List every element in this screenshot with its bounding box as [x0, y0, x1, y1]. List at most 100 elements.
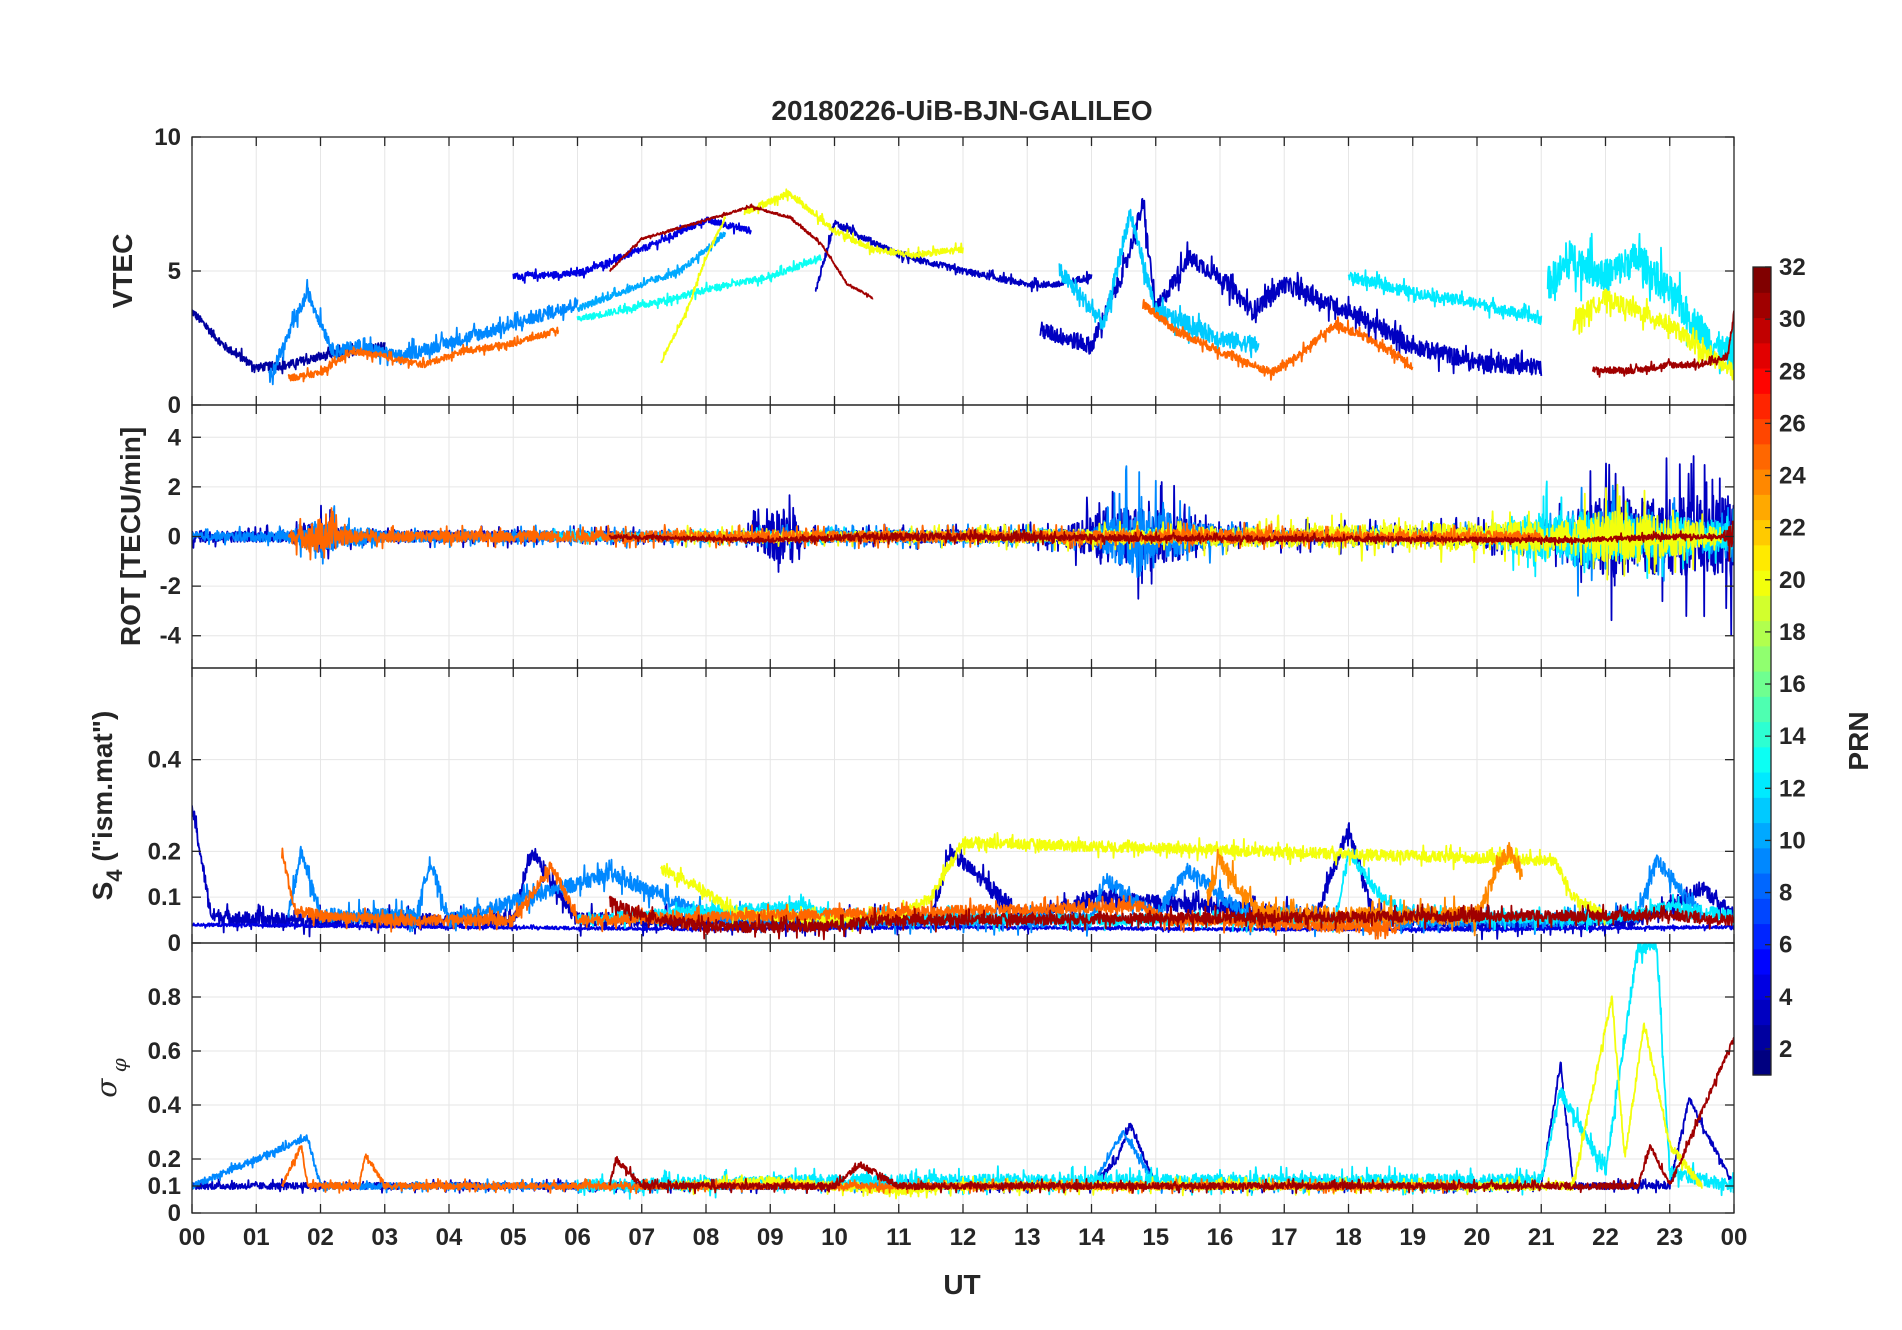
vtec-trace-prn-3 — [814, 219, 1093, 293]
colorbar-swatch — [1753, 418, 1771, 445]
x-tick-label: 06 — [564, 1224, 591, 1251]
x-tick-label: 08 — [693, 1224, 720, 1251]
sigma-phi-y-axis-label: σ φ — [90, 1058, 131, 1098]
rot-trace-prn-31 — [608, 520, 1734, 562]
vtec-y-tick-label: 5 — [168, 258, 181, 285]
x-tick-label: 01 — [243, 1224, 270, 1251]
vtec-trace-prn-31 — [608, 203, 874, 300]
colorbar-swatch — [1753, 368, 1771, 394]
x-tick-label: 19 — [1399, 1224, 1426, 1251]
x-tick-label: 02 — [307, 1224, 334, 1251]
sigma_phi-trace-prn-31 — [608, 1036, 1734, 1195]
vtec-trace-prn-31 — [1591, 310, 1734, 378]
rot-y-tick-label: 2 — [168, 474, 181, 501]
colorbar-swatch — [1753, 267, 1771, 293]
colorbar-tick-label: 10 — [1779, 827, 1806, 854]
colorbar-tick-label: 32 — [1779, 254, 1806, 281]
colorbar-swatch — [1753, 519, 1771, 546]
vtec-trace-prn-10 — [576, 231, 727, 313]
vtec-trace-prn-4 — [512, 216, 752, 284]
colorbar-swatch — [1753, 544, 1771, 571]
vtec-trace-prn-20 — [660, 216, 727, 364]
sigma_phi-y-tick-label: 0.8 — [148, 984, 181, 1011]
panel-vtec: 0 5 10 VTEC — [107, 124, 1735, 419]
vtec-trace-prn-9 — [268, 278, 579, 386]
x-tick-label: 12 — [950, 1224, 977, 1251]
x-tick-label: 04 — [436, 1224, 463, 1251]
x-tick-label: 13 — [1014, 1224, 1041, 1251]
colorbar-swatch — [1753, 645, 1771, 672]
vtec-trace-prn-12 — [1347, 269, 1543, 326]
x-tick-label: 05 — [500, 1224, 527, 1251]
rot-y-tick-label: 4 — [168, 424, 182, 451]
colorbar-swatch — [1753, 999, 1771, 1026]
colorbar-swatch — [1753, 469, 1771, 495]
x-tick-label: 00 — [179, 1224, 206, 1251]
x-tick-label: 14 — [1078, 1224, 1105, 1251]
x-tick-label: 15 — [1142, 1224, 1169, 1251]
vtec-trace-prn-25 — [1142, 298, 1414, 381]
x-axis-label: UT — [943, 1269, 980, 1300]
colorbar-tick-label: 30 — [1779, 306, 1806, 333]
colorbar-tick-label: 20 — [1779, 567, 1806, 594]
chart-title: 20180226-UiB-BJN-GALILEO — [771, 95, 1152, 126]
colorbar-tick-label: 6 — [1779, 932, 1792, 959]
colorbar-tick-label: 4 — [1779, 984, 1793, 1011]
colorbar-tick-label: 2 — [1779, 1036, 1792, 1063]
x-tick-label: 10 — [821, 1224, 848, 1251]
colorbar-tick-label: 28 — [1779, 358, 1806, 385]
colorbar-swatch — [1753, 923, 1771, 950]
colorbar-swatch — [1753, 772, 1771, 798]
x-tick-label: 07 — [628, 1224, 655, 1251]
rot-y-axis-label: ROT [TECU/min] — [115, 427, 146, 646]
vtec-trace-prn-11 — [1058, 208, 1260, 359]
vtec-y-axis-label: VTEC — [107, 234, 138, 309]
panel-sigma_phi: 00.10.2 0.4 0.6 0.8 σ φ — [90, 942, 1735, 1227]
vtec-traces — [192, 188, 1734, 386]
x-tick-label: 11 — [886, 1224, 911, 1251]
x-tick-label: 16 — [1207, 1224, 1234, 1251]
colorbar-swatch — [1753, 671, 1771, 697]
rot-y-tick-label: -4 — [160, 623, 182, 650]
colorbar-swatch — [1753, 948, 1771, 975]
colorbar-swatch — [1753, 696, 1771, 723]
sigma_phi-y-tick-label: 0.2 — [148, 1146, 181, 1173]
panel-rot: -4 -2 0 2 4 ROT [TECU/min] — [115, 404, 1735, 669]
s4-y-tick-label: 0.1 — [148, 884, 181, 911]
colorbar-swatch — [1753, 443, 1771, 470]
sigma_phi-grid — [191, 943, 1735, 1214]
x-tick-label: 03 — [371, 1224, 398, 1251]
colorbar-swatch — [1753, 342, 1771, 369]
colorbar-tick-label: 8 — [1779, 880, 1792, 907]
colorbar-swatch — [1753, 494, 1771, 521]
s4-trace-prn-31 — [608, 895, 1734, 941]
x-tick-label: 00 — [1721, 1224, 1748, 1251]
rot-traces — [192, 455, 1734, 636]
colorbar-tick-label: 24 — [1779, 463, 1806, 490]
x-tick-label: 18 — [1335, 1224, 1362, 1251]
colorbar-swatch — [1753, 822, 1771, 849]
colorbar-swatch — [1753, 292, 1771, 319]
vtec-trace-prn-25 — [287, 326, 560, 383]
vtec-trace-prn-2 — [192, 309, 386, 375]
colorbar-swatch — [1753, 974, 1771, 1000]
vtec-y-tick-label: 10 — [154, 124, 181, 151]
colorbar-tick-label: 14 — [1779, 723, 1806, 750]
colorbar-swatch — [1753, 317, 1771, 344]
colorbar-tick-label: 12 — [1779, 775, 1806, 802]
colorbar-tick-label: 22 — [1779, 515, 1806, 542]
colorbar-swatch — [1753, 797, 1771, 824]
vtec-trace-prn-20 — [743, 188, 964, 259]
s4-y-tick-label: 0.2 — [148, 838, 181, 865]
x-tick-label: 23 — [1656, 1224, 1683, 1251]
s4-traces — [192, 805, 1734, 941]
colorbar-swatch — [1753, 570, 1771, 596]
s4-y-tick-label: 0 — [168, 930, 181, 957]
colorbar-swatch — [1753, 595, 1771, 622]
x-tick-label: 09 — [757, 1224, 784, 1251]
x-tick-label: 22 — [1592, 1224, 1619, 1251]
colorbar-tick-label: 18 — [1779, 619, 1806, 646]
